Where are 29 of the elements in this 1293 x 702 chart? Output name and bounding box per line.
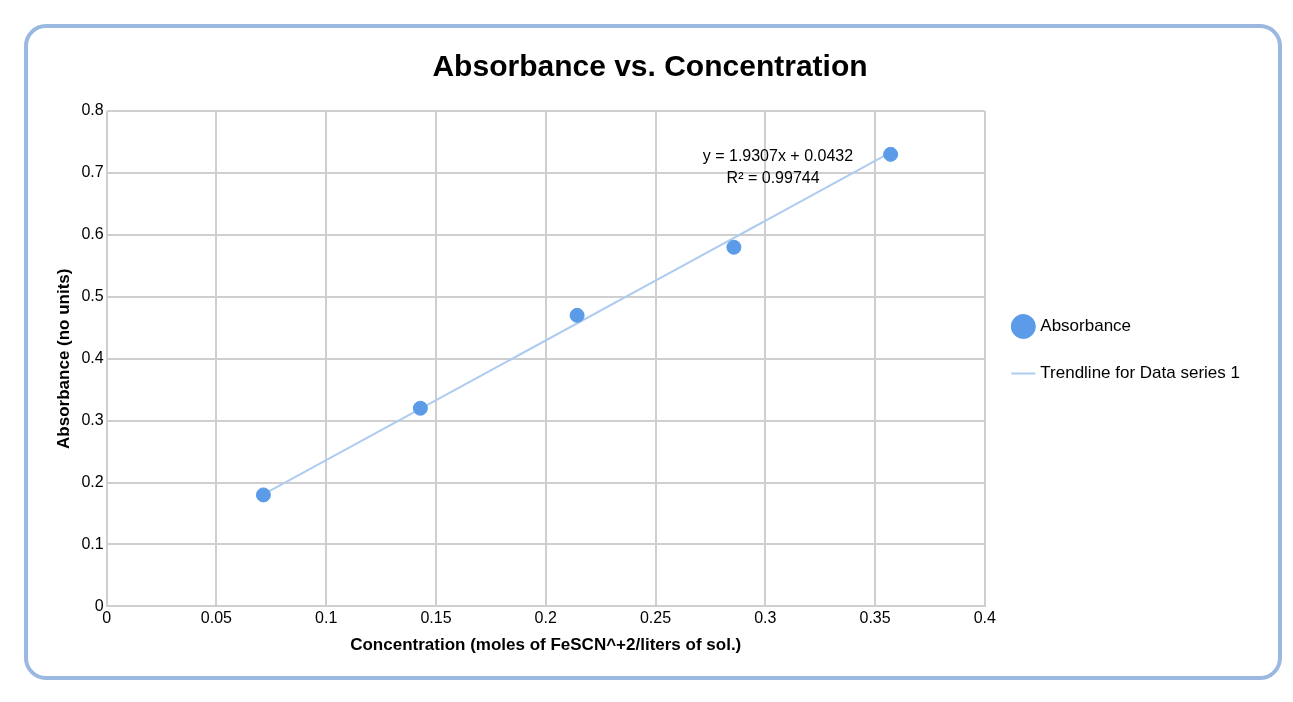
y-tick-label: 0.7: [81, 163, 104, 181]
y-tick-label: 0: [94, 596, 104, 614]
y-tick-label: 0.3: [81, 411, 104, 429]
annotation: R² = 0.99744: [726, 168, 820, 186]
x-tick-label: 0.15: [420, 609, 452, 627]
point: [569, 307, 585, 323]
y-tick-label: 0.6: [81, 225, 104, 243]
annotation: y = 1.9307x + 0.0432: [702, 146, 854, 164]
x-tick-label: 0.3: [754, 609, 777, 627]
y-tick-label: 0.1: [81, 534, 104, 552]
point: [412, 400, 428, 416]
x-tick-label: 0.05: [200, 609, 233, 627]
y-tick-label: 0.5: [81, 287, 104, 305]
x-tick-label: 0.2: [534, 609, 557, 627]
legend-label: Absorbance: [1040, 316, 1132, 336]
point: [726, 239, 742, 255]
point: [255, 487, 271, 503]
y-tick-label: 0.8: [81, 101, 104, 119]
y-axis-title: Absorbance (no units): [53, 268, 73, 449]
legend-label: Trendline for Data series 1: [1040, 363, 1240, 383]
x-axis-title: Concentration (moles of FeSCN^+2/liters of sol.): [350, 635, 742, 655]
y-tick-label: 0.2: [81, 472, 104, 490]
x-tick-label: 0.4: [973, 609, 997, 627]
x-tick-label: 0.1: [315, 609, 338, 627]
y-tick-label: 0.4: [81, 349, 104, 367]
chart-title: Absorbance vs. Concentration: [432, 49, 868, 83]
x-tick-label: 0.35: [859, 609, 891, 627]
x-tick-label: 0.25: [639, 609, 672, 627]
point: [883, 146, 899, 162]
